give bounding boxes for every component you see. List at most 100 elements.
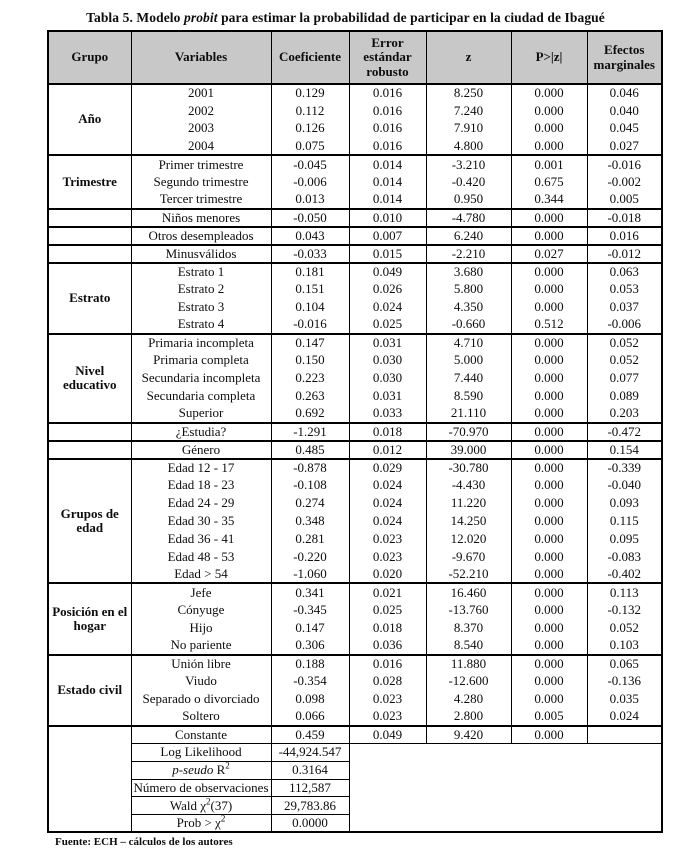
p-cell: 0.000 xyxy=(510,208,588,227)
table-row: Estrato 2 0.151 0.026 5.800 0.000 0.053 xyxy=(48,280,663,299)
error-cell: 0.024 xyxy=(348,298,427,316)
variable-cell: Jefe xyxy=(130,583,272,602)
coeficiente-cell: 0.112 xyxy=(270,101,350,120)
variable-cell: Edad 24 - 29 xyxy=(130,494,272,513)
coeficiente-cell: 0.306 xyxy=(270,636,350,655)
error-cell: 0.049 xyxy=(348,725,427,744)
group-cell: Estado civil xyxy=(47,654,132,726)
z-cell: 16.460 xyxy=(425,583,512,602)
table-header: Grupo Variables Coeficiente Error estánd… xyxy=(47,31,663,85)
coeficiente-cell: -0.033 xyxy=(270,244,350,263)
efectos-cell: -0.040 xyxy=(586,476,663,495)
variable-cell: Edad 18 - 23 xyxy=(130,476,272,495)
summary-row: Número de observaciones 112,587 xyxy=(48,778,662,797)
variable-cell: Segundo trimestre xyxy=(130,172,272,191)
efectos-cell: 0.077 xyxy=(586,369,663,388)
table-row: Primaria completa 0.150 0.030 5.000 0.000 0.0… xyxy=(48,351,663,370)
z-cell: -13.760 xyxy=(425,601,512,619)
p-cell: 0.000 xyxy=(510,101,588,120)
coeficiente-cell: -0.345 xyxy=(270,601,350,619)
p-cell: 0.000 xyxy=(510,636,588,655)
table-row: Viudo -0.354 0.028 -12.600 0.000 -0.136 xyxy=(48,672,663,691)
p-cell: 0.000 xyxy=(510,476,588,495)
p-cell: 0.000 xyxy=(510,369,588,388)
coeficiente-cell: 0.692 xyxy=(270,404,350,423)
p-cell: 0.000 xyxy=(510,565,588,584)
table-title: Tabla 5. Modelo probit para estimar la p… xyxy=(86,10,605,25)
group-cell: Nivel educativo xyxy=(47,333,132,423)
group-cell xyxy=(47,440,132,459)
coeficiente-cell: -0.050 xyxy=(270,208,350,227)
z-cell: 8.540 xyxy=(425,636,512,655)
header-row: Grupo Variables Coeficiente Error estánd… xyxy=(47,31,663,85)
coeficiente-cell: 0.075 xyxy=(270,137,350,156)
table-row: Año 2001 0.129 0.016 8.250 0.000 0.046 xyxy=(47,84,663,156)
efectos-cell: 0.052 xyxy=(586,618,663,637)
z-cell: 8.250 xyxy=(425,84,512,102)
error-cell: 0.014 xyxy=(348,172,427,191)
column-header-error-estandar: Error estándar robusto xyxy=(348,31,427,85)
table-section: Posición en el hogar Jefe 0.341 0.021 16.460… xyxy=(47,583,663,655)
variable-cell: Secundaria incompleta xyxy=(130,369,272,388)
p-cell: 0.000 xyxy=(510,404,588,423)
summary-value: 112,587 xyxy=(270,778,350,797)
coeficiente-cell: -0.354 xyxy=(270,672,350,691)
table-section: Año 2001 0.129 0.016 8.250 0.000 0.046 2002 0.11… xyxy=(47,84,663,156)
p-cell: 0.000 xyxy=(510,280,588,299)
group-cell: Posición en el hogar xyxy=(47,583,132,655)
efectos-cell: 0.063 xyxy=(586,262,663,281)
table-row: Edad 24 - 29 0.274 0.024 11.220 0.000 0.093 xyxy=(48,494,663,513)
coeficiente-cell: 0.181 xyxy=(270,262,350,281)
variable-cell: Primaria incompleta xyxy=(130,333,272,352)
coeficiente-cell: 0.341 xyxy=(270,583,350,602)
variable-cell: Estrato 2 xyxy=(130,280,272,299)
z-cell: 8.590 xyxy=(425,387,512,405)
error-cell: 0.020 xyxy=(348,565,427,584)
table-section: Minusválidos -0.033 0.015 -2.210 0.027 -0.012 xyxy=(47,244,663,263)
variable-cell: Edad 36 - 41 xyxy=(130,529,272,548)
efectos-cell: 0.115 xyxy=(586,512,663,530)
coeficiente-cell: -0.006 xyxy=(270,172,350,191)
table-section: Estado civil Unión libre 0.188 0.016 11.880 0… xyxy=(47,654,663,726)
efectos-cell: 0.037 xyxy=(586,298,663,316)
p-cell: 0.000 xyxy=(510,422,588,441)
efectos-cell: -0.083 xyxy=(586,547,663,566)
coeficiente-cell: -1.291 xyxy=(270,422,350,441)
efectos-cell: 0.027 xyxy=(586,137,663,156)
error-cell: 0.030 xyxy=(348,351,427,370)
p-cell: 0.000 xyxy=(510,512,588,530)
error-cell: 0.031 xyxy=(348,333,427,352)
efectos-cell: -0.402 xyxy=(586,565,663,584)
efectos-cell: -0.472 xyxy=(586,422,663,441)
table-row: Tercer trimestre 0.013 0.014 0.950 0.344 0.00… xyxy=(48,190,663,209)
table-row: Posición en el hogar Jefe 0.341 0.021 16.460… xyxy=(47,583,663,655)
p-cell: 0.000 xyxy=(510,601,588,619)
p-cell: 0.000 xyxy=(510,119,588,138)
efectos-cell: 0.035 xyxy=(586,690,663,708)
z-cell: 14.250 xyxy=(425,512,512,530)
variable-cell: Niños menores xyxy=(130,208,272,227)
variable-cell: Separado o divorciado xyxy=(130,690,272,708)
efectos-cell: 0.016 xyxy=(586,226,663,245)
summary-value: 0.0000 xyxy=(270,814,350,833)
p-cell: 0.000 xyxy=(510,690,588,708)
variable-cell: Cónyuge xyxy=(130,601,272,619)
table-row: Superior 0.692 0.033 21.110 0.000 0.203 xyxy=(48,404,663,423)
table-row: Secundaria incompleta 0.223 0.030 7.440 0.00… xyxy=(48,369,663,388)
table-row: Edad 48 - 53 -0.220 0.023 -9.670 0.000 -0.083 xyxy=(48,547,663,566)
variable-cell: Unión libre xyxy=(130,654,272,673)
z-cell: 7.240 xyxy=(425,101,512,120)
variable-cell: Constante xyxy=(130,725,272,744)
table-row: Otros desempleados 0.043 0.007 6.240 0.000 0.… xyxy=(47,226,663,245)
efectos-cell: 0.113 xyxy=(586,583,663,602)
p-cell: 0.000 xyxy=(510,84,588,102)
group-cell: Grupos de edad xyxy=(47,458,132,584)
p-cell: 0.000 xyxy=(510,137,588,156)
coeficiente-cell: 0.013 xyxy=(270,190,350,209)
table-section-bottom: Constante 0.459 0.049 9.420 0.000 Log Likelih… xyxy=(47,725,663,833)
p-cell: 0.000 xyxy=(510,654,588,673)
z-cell: 5.800 xyxy=(425,280,512,299)
efectos-cell: 0.065 xyxy=(586,654,663,673)
p-cell: 0.027 xyxy=(510,244,588,263)
